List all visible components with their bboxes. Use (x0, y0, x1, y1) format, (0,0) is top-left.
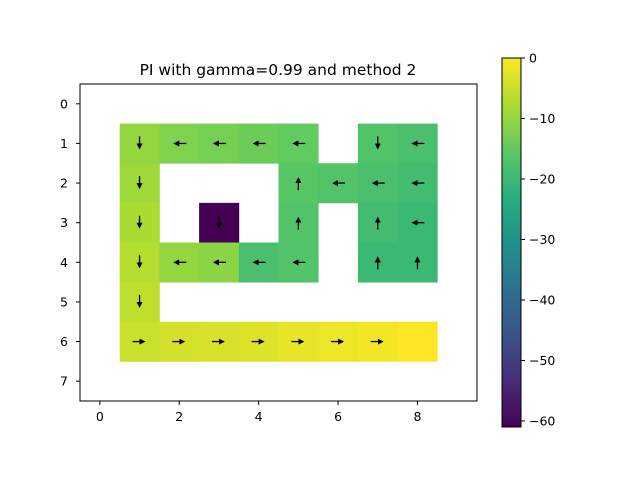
colorbar-tick-label: −10 (529, 111, 555, 126)
y-tick-label: 5 (60, 294, 68, 309)
heatmap-cell (397, 321, 438, 362)
y-tick-label: 2 (60, 176, 68, 191)
x-tick-label: 0 (96, 409, 104, 424)
x-tick-label: 4 (255, 409, 263, 424)
colorbar-tick-label: 0 (529, 51, 537, 66)
colorbar-tick-label: −60 (529, 413, 555, 428)
colorbar-tick-label: −40 (529, 292, 555, 307)
colorbar-tick-label: −20 (529, 171, 555, 186)
x-tick-label: 6 (334, 409, 342, 424)
colorbar (501, 57, 522, 428)
colorbar-tick-label: −50 (529, 353, 555, 368)
y-axis: 0 1 2 3 4 5 6 7 (60, 96, 80, 389)
y-tick-label: 6 (60, 334, 68, 349)
x-tick-label: 8 (413, 409, 421, 424)
colorbar-tick-label: −30 (529, 232, 555, 247)
y-tick-label: 0 (60, 96, 68, 111)
y-tick-label: 1 (60, 136, 68, 151)
heatmap-cells (119, 123, 438, 362)
policy-arrows (132, 136, 425, 345)
chart-title: PI with gamma=0.99 and method 2 (140, 61, 417, 79)
colorbar-axis: 0 −10 −20 −30 −40 −50 −60 (521, 51, 555, 428)
y-tick-label: 3 (60, 215, 68, 230)
y-tick-label: 4 (60, 255, 68, 270)
x-axis: 0 2 4 6 8 (96, 401, 421, 424)
x-tick-label: 2 (175, 409, 183, 424)
plot-frame (79, 83, 478, 402)
y-tick-label: 7 (60, 374, 68, 389)
